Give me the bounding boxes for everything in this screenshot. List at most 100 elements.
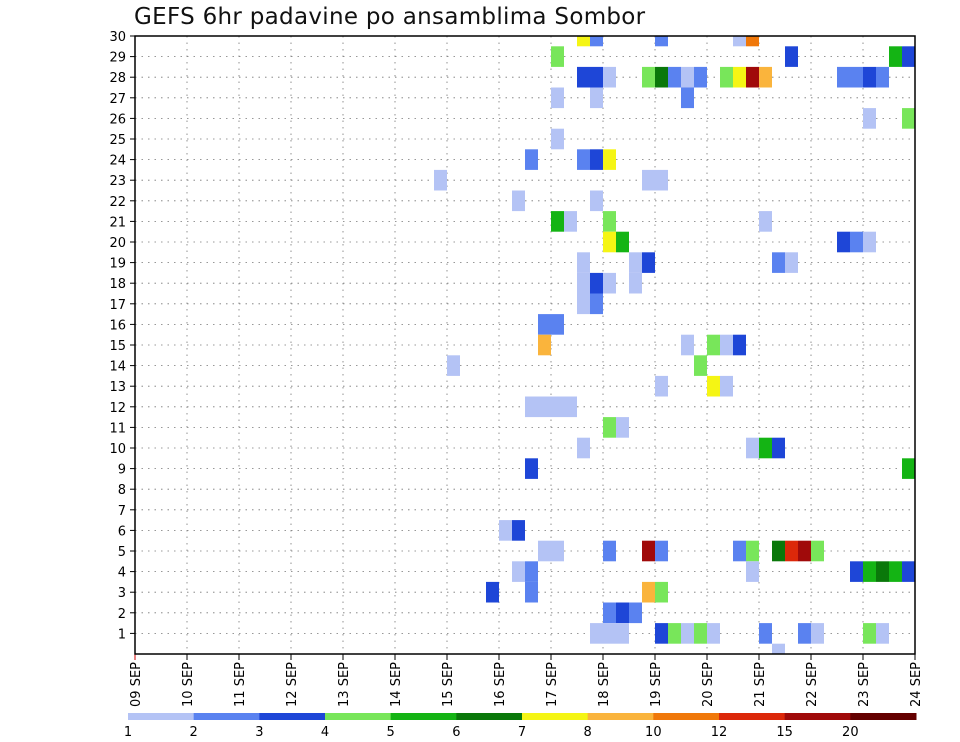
heatmap-cell	[785, 540, 798, 562]
heatmap-cell	[538, 314, 551, 335]
heatmap-cell	[603, 231, 616, 253]
heatmap-cell	[525, 581, 538, 603]
heatmap-cell	[642, 66, 655, 88]
heatmap-cell	[590, 190, 603, 212]
y-tick-label: 12	[109, 401, 126, 416]
x-tick-label: 23 SEP	[857, 662, 872, 707]
y-tick-label: 28	[109, 71, 126, 86]
colorbar-segment	[128, 713, 195, 720]
heatmap-cell	[538, 334, 551, 356]
heatmap-cell	[590, 66, 603, 88]
colorbar-segment	[719, 713, 786, 720]
heatmap-cell	[772, 252, 785, 273]
heatmap-cell	[694, 66, 707, 88]
heatmap-cells	[434, 36, 915, 654]
heatmap-cell	[655, 66, 668, 88]
heatmap-cell	[603, 211, 616, 232]
heatmap-cell	[642, 169, 655, 191]
y-tick-label: 1	[118, 627, 126, 642]
colorbar-label: 6	[452, 725, 460, 740]
x-tick-label: 19 SEP	[649, 662, 664, 707]
heatmap-cell	[603, 623, 616, 644]
heatmap-cell	[850, 561, 863, 582]
heatmap-cell	[590, 293, 603, 315]
heatmap-cell	[551, 211, 564, 232]
heatmap-cell	[564, 211, 577, 232]
heatmap-cell	[655, 623, 668, 644]
y-tick-label: 21	[109, 215, 126, 230]
colorbar-segment	[456, 713, 523, 720]
heatmap-cell	[772, 437, 785, 459]
heatmap-cell	[785, 46, 798, 67]
heatmap-cell	[889, 561, 902, 582]
y-tick-label: 15	[109, 339, 126, 354]
heatmap-cell	[837, 231, 850, 253]
y-tick-label: 13	[109, 380, 126, 395]
heatmap-cell	[850, 66, 863, 88]
x-axis: 09 SEP 10 SEP 11 SEP 12 SEP 13 SEP 14 SEP 15 S…	[129, 654, 924, 707]
heatmap-cell	[590, 623, 603, 644]
heatmap-cell	[811, 623, 824, 644]
y-tick-label: 4	[118, 566, 126, 581]
heatmap-cell	[577, 36, 590, 47]
y-tick-label: 29	[109, 51, 126, 66]
heatmap-cell	[798, 623, 811, 644]
heatmap-cell	[551, 87, 564, 109]
heatmap-cell	[720, 334, 733, 356]
heatmap-cell	[655, 169, 668, 191]
y-tick-label: 26	[109, 112, 126, 127]
heatmap-cell	[902, 458, 915, 479]
heatmap-cell	[772, 643, 785, 654]
heatmap-cell	[499, 520, 512, 541]
heatmap-cell	[551, 128, 564, 150]
heatmap-cell	[629, 252, 642, 273]
heatmap-cell	[733, 36, 746, 47]
heatmap-cell	[616, 231, 629, 253]
colorbar-label: 20	[842, 725, 859, 740]
heatmap-cell	[720, 66, 733, 88]
heatmap-cell	[889, 46, 902, 67]
heatmap-cell	[655, 375, 668, 397]
heatmap-cell	[551, 540, 564, 562]
colorbar-segment	[587, 713, 654, 720]
y-tick-label: 22	[109, 195, 126, 210]
colorbar-segment	[325, 713, 392, 720]
heatmap-cell	[746, 540, 759, 562]
heatmap-cell	[707, 334, 720, 356]
colorbar-label: 12	[711, 725, 728, 740]
heatmap-cell	[525, 149, 538, 170]
heatmap-cell	[733, 334, 746, 356]
heatmap-cell	[590, 87, 603, 109]
colorbar-segment	[390, 713, 457, 720]
y-tick-label: 19	[109, 257, 126, 272]
heatmap-cell	[525, 396, 538, 418]
y-tick-label: 25	[109, 133, 126, 148]
heatmap-cell	[616, 602, 629, 624]
heatmap-cell	[447, 355, 460, 376]
y-tick-label: 3	[118, 586, 126, 601]
y-tick-label: 24	[109, 154, 126, 169]
heatmap-cell	[616, 623, 629, 644]
y-tick-label: 20	[109, 236, 126, 251]
colorbar-label: 7	[518, 725, 526, 740]
y-tick-label: 10	[109, 442, 126, 457]
heatmap-cell	[876, 66, 889, 88]
heatmap-cell	[772, 540, 785, 562]
heatmap-cell	[720, 375, 733, 397]
y-tick-label: 9	[118, 463, 126, 478]
heatmap-cell	[512, 190, 525, 212]
x-tick-label: 10 SEP	[181, 662, 196, 707]
heatmap-cell	[863, 231, 876, 253]
heatmap-cell	[733, 66, 746, 88]
colorbar-label: 5	[387, 725, 395, 740]
x-tick-label: 13 SEP	[337, 662, 352, 707]
heatmap-cell	[902, 108, 915, 129]
heatmap-cell	[551, 396, 564, 418]
heatmap-cell	[603, 66, 616, 88]
colorbar-segment	[259, 713, 326, 720]
heatmap-cell	[746, 561, 759, 582]
x-tick-label: 11 SEP	[233, 662, 248, 707]
colorbar-label: 15	[776, 725, 793, 740]
heatmap-cell	[902, 46, 915, 67]
heatmap-cell	[681, 66, 694, 88]
